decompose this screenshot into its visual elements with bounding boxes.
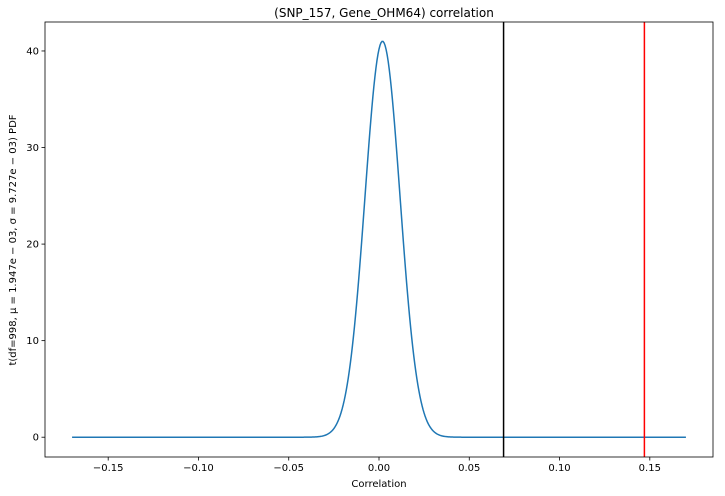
x-tick-label: −0.05 bbox=[273, 463, 304, 474]
x-tick-label: 0.15 bbox=[639, 463, 661, 474]
y-tick-label: 30 bbox=[26, 143, 39, 154]
x-tick-label: 0.05 bbox=[458, 463, 480, 474]
chart-title: (SNP_157, Gene_OHM64) correlation bbox=[274, 6, 494, 20]
x-tick-label: 0.10 bbox=[548, 463, 570, 474]
y-tick-label: 40 bbox=[26, 46, 39, 57]
y-axis-label: t(df=998, μ = 1.947e − 03, σ = 9.727e − … bbox=[8, 114, 19, 365]
plot-area bbox=[72, 22, 686, 457]
y-tick-label: 20 bbox=[26, 240, 39, 251]
y-tick-label: 10 bbox=[26, 336, 39, 347]
x-axis-label: Correlation bbox=[351, 479, 406, 490]
x-tick-label: 0.00 bbox=[368, 463, 390, 474]
pdf-curve bbox=[72, 40, 686, 438]
x-tick-label: −0.15 bbox=[93, 463, 124, 474]
axes-frame bbox=[44, 21, 714, 458]
x-tick-label: −0.10 bbox=[183, 463, 214, 474]
y-axis: 0 10 20 30 40 bbox=[26, 46, 45, 444]
x-axis: −0.15 −0.10 −0.05 0.00 0.05 0.10 0.15 bbox=[93, 457, 661, 474]
y-tick-label: 0 bbox=[33, 433, 39, 444]
